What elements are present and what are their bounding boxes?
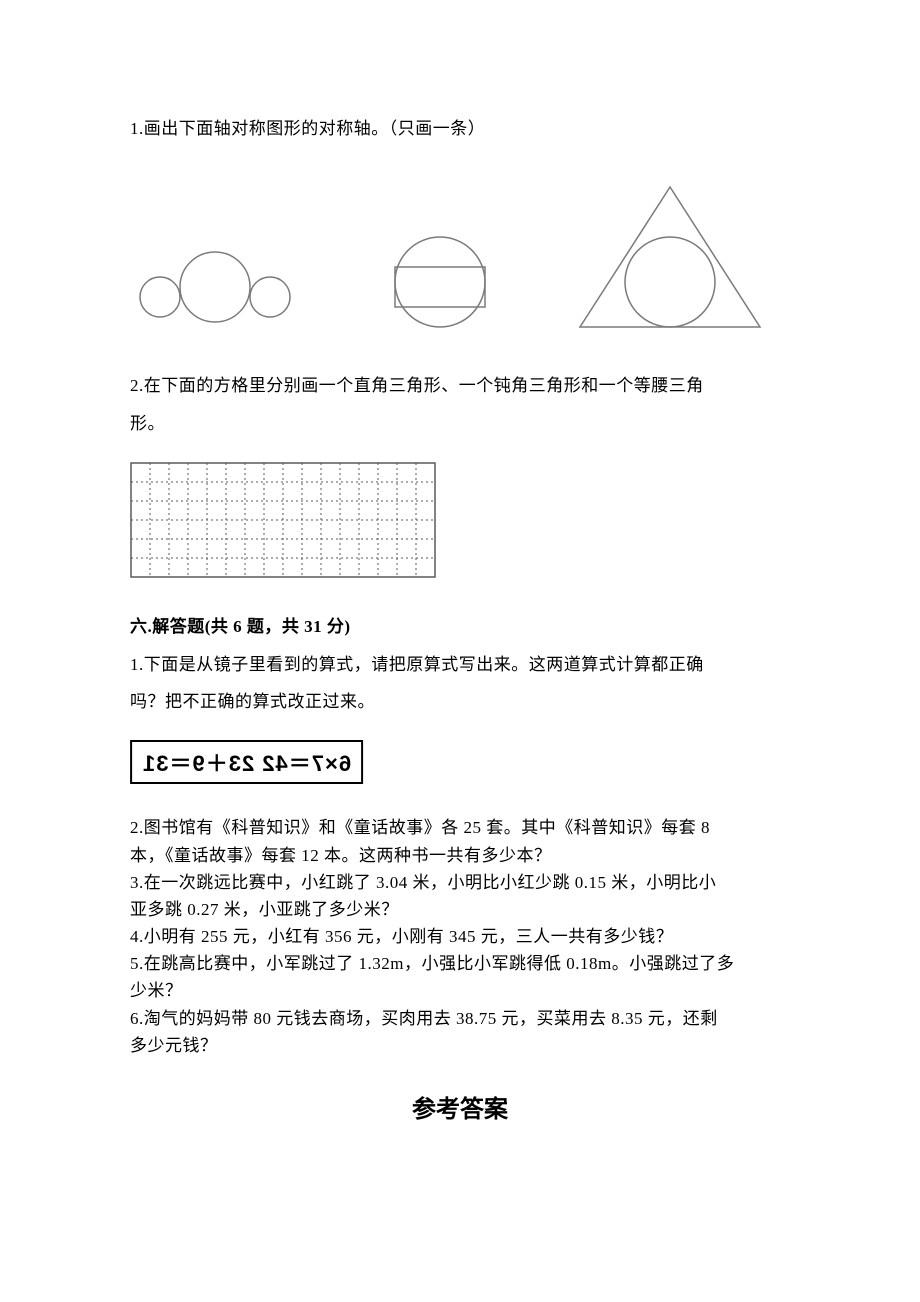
s6-q5b: 少米？ [130,977,790,1004]
q1-figures [130,177,790,337]
answers-head: 参考答案 [130,1089,790,1124]
s6-q5a: 5.在跳高比赛中，小军跳过了 1.32m，小强比小军跳得低 0.18m。小强跳过… [130,950,790,977]
q1-fig2 [370,217,510,337]
s6-q4: 4.小明有 255 元，小红有 356 元，小刚有 345 元，三人一共有多少钱… [130,923,790,950]
q2-text-a: 2.在下面的方格里分别画一个直角三角形、一个钝角三角形和一个等腰三角 [130,367,790,404]
s6-q2a: 2.图书馆有《科普知识》和《童话故事》各 25 套。其中《科普知识》每套 8 [130,814,790,841]
mirror-box: 6×7＝42 23＋9＝31 [130,740,363,784]
s6-rest: 2.图书馆有《科普知识》和《童话故事》各 25 套。其中《科普知识》每套 8 本… [130,814,790,1059]
s6-q1b: 吗？把不正确的算式改正过来。 [130,683,790,720]
s6-q2b: 本，《童话故事》每套 12 本。这两种书一共有多少本？ [130,842,790,869]
page: 1.画出下面轴对称图形的对称轴。（只画一条） 2.在下面的方格里分别画一个 [0,0,920,1302]
s6-q6a: 6.淘气的妈妈带 80 元钱去商场，买肉用去 38.75 元，买菜用去 8.35… [130,1005,790,1032]
s6-q1a: 1.下面是从镜子里看到的算式，请把原算式写出来。这两道算式计算都正确 [130,646,790,683]
q2-text-b: 形。 [130,405,790,442]
q1-text: 1.画出下面轴对称图形的对称轴。（只画一条） [130,110,790,147]
s6-q3b: 亚多跳 0.27 米，小亚跳了多少米？ [130,896,790,923]
q1-fig3 [570,177,770,337]
section6-head: 六.解答题(共 6 题，共 31 分) [130,608,790,645]
q1-fig1 [130,217,310,337]
q2-grid [130,462,790,578]
s6-q6b: 多少元钱？ [130,1032,790,1059]
s6-q3a: 3.在一次跳远比赛中，小红跳了 3.04 米，小明比小红少跳 0.15 米，小明… [130,869,790,896]
